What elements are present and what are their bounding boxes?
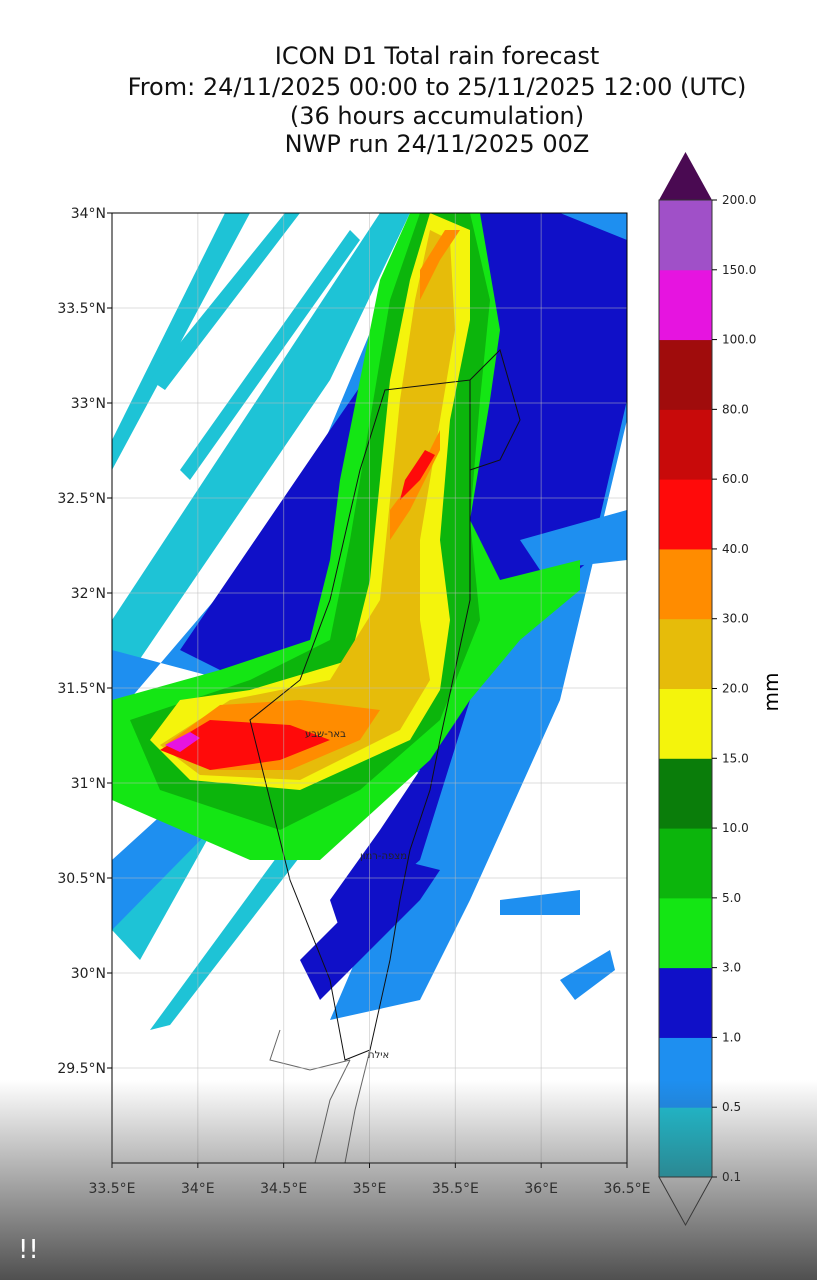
y-tick-label: 33.5°N	[57, 301, 106, 317]
y-tick-label: 34°N	[71, 206, 106, 222]
colorbar-tick-label: 150.0	[722, 263, 756, 277]
title-line: (36 hours accumulation)	[290, 102, 584, 130]
colorbar-segment	[659, 688, 712, 759]
bottom-shade	[0, 1080, 817, 1280]
colorbar-tick-label: 80.0	[722, 402, 749, 416]
y-tick-label: 32°N	[71, 586, 106, 602]
colorbar-segment	[659, 897, 712, 969]
colorbar-segment	[659, 828, 712, 899]
colorbar-segment	[659, 479, 712, 550]
colorbar-tick-label: 20.0	[722, 682, 749, 696]
colorbar-tick-label: 30.0	[722, 612, 749, 626]
colorbar-over-arrow	[659, 152, 712, 200]
colorbar-tick-label: 200.0	[722, 193, 756, 207]
place-label: מצפה-רמון	[360, 851, 407, 862]
y-tick-label: 31.5°N	[57, 681, 106, 697]
colorbar-tick-label: 15.0	[722, 751, 749, 765]
title-line: From: 24/11/2025 00:00 to 25/11/2025 12:…	[128, 73, 747, 101]
colorbar-segment	[659, 339, 712, 410]
colorbar-tick-label: 60.0	[722, 472, 749, 486]
colorbar-tick-label: 40.0	[722, 542, 749, 556]
overlay-text: !!	[18, 1235, 39, 1265]
colorbar-tick-label: 10.0	[722, 821, 749, 835]
colorbar-tick-label: 100.0	[722, 333, 756, 347]
colorbar-tick-label: 3.0	[722, 961, 741, 975]
title-line: NWP run 24/11/2025 00Z	[285, 130, 590, 158]
y-tick-label: 29.5°N	[57, 1061, 106, 1077]
colorbar-segment	[659, 618, 712, 689]
colorbar-tick-label: 1.0	[722, 1030, 741, 1044]
colorbar-tick-label: 5.0	[722, 891, 741, 905]
colorbar-segment	[659, 758, 712, 829]
y-tick-label: 31°N	[71, 776, 106, 792]
colorbar-segment	[659, 967, 712, 1038]
colorbar-segment	[659, 269, 712, 341]
y-tick-label: 33°N	[71, 396, 106, 412]
colorbar-segment	[659, 409, 712, 480]
title-line: ICON D1 Total rain forecast	[275, 42, 600, 70]
y-tick-label: 30.5°N	[57, 871, 106, 887]
y-tick-label: 30°N	[71, 966, 106, 982]
colorbar-segment	[659, 200, 712, 271]
colorbar-segment	[659, 548, 712, 620]
colorbar-label: mm	[759, 673, 783, 712]
place-label: אילת	[368, 1050, 389, 1061]
place-label: באר-שבע	[305, 729, 346, 740]
y-tick-label: 32.5°N	[57, 491, 106, 507]
